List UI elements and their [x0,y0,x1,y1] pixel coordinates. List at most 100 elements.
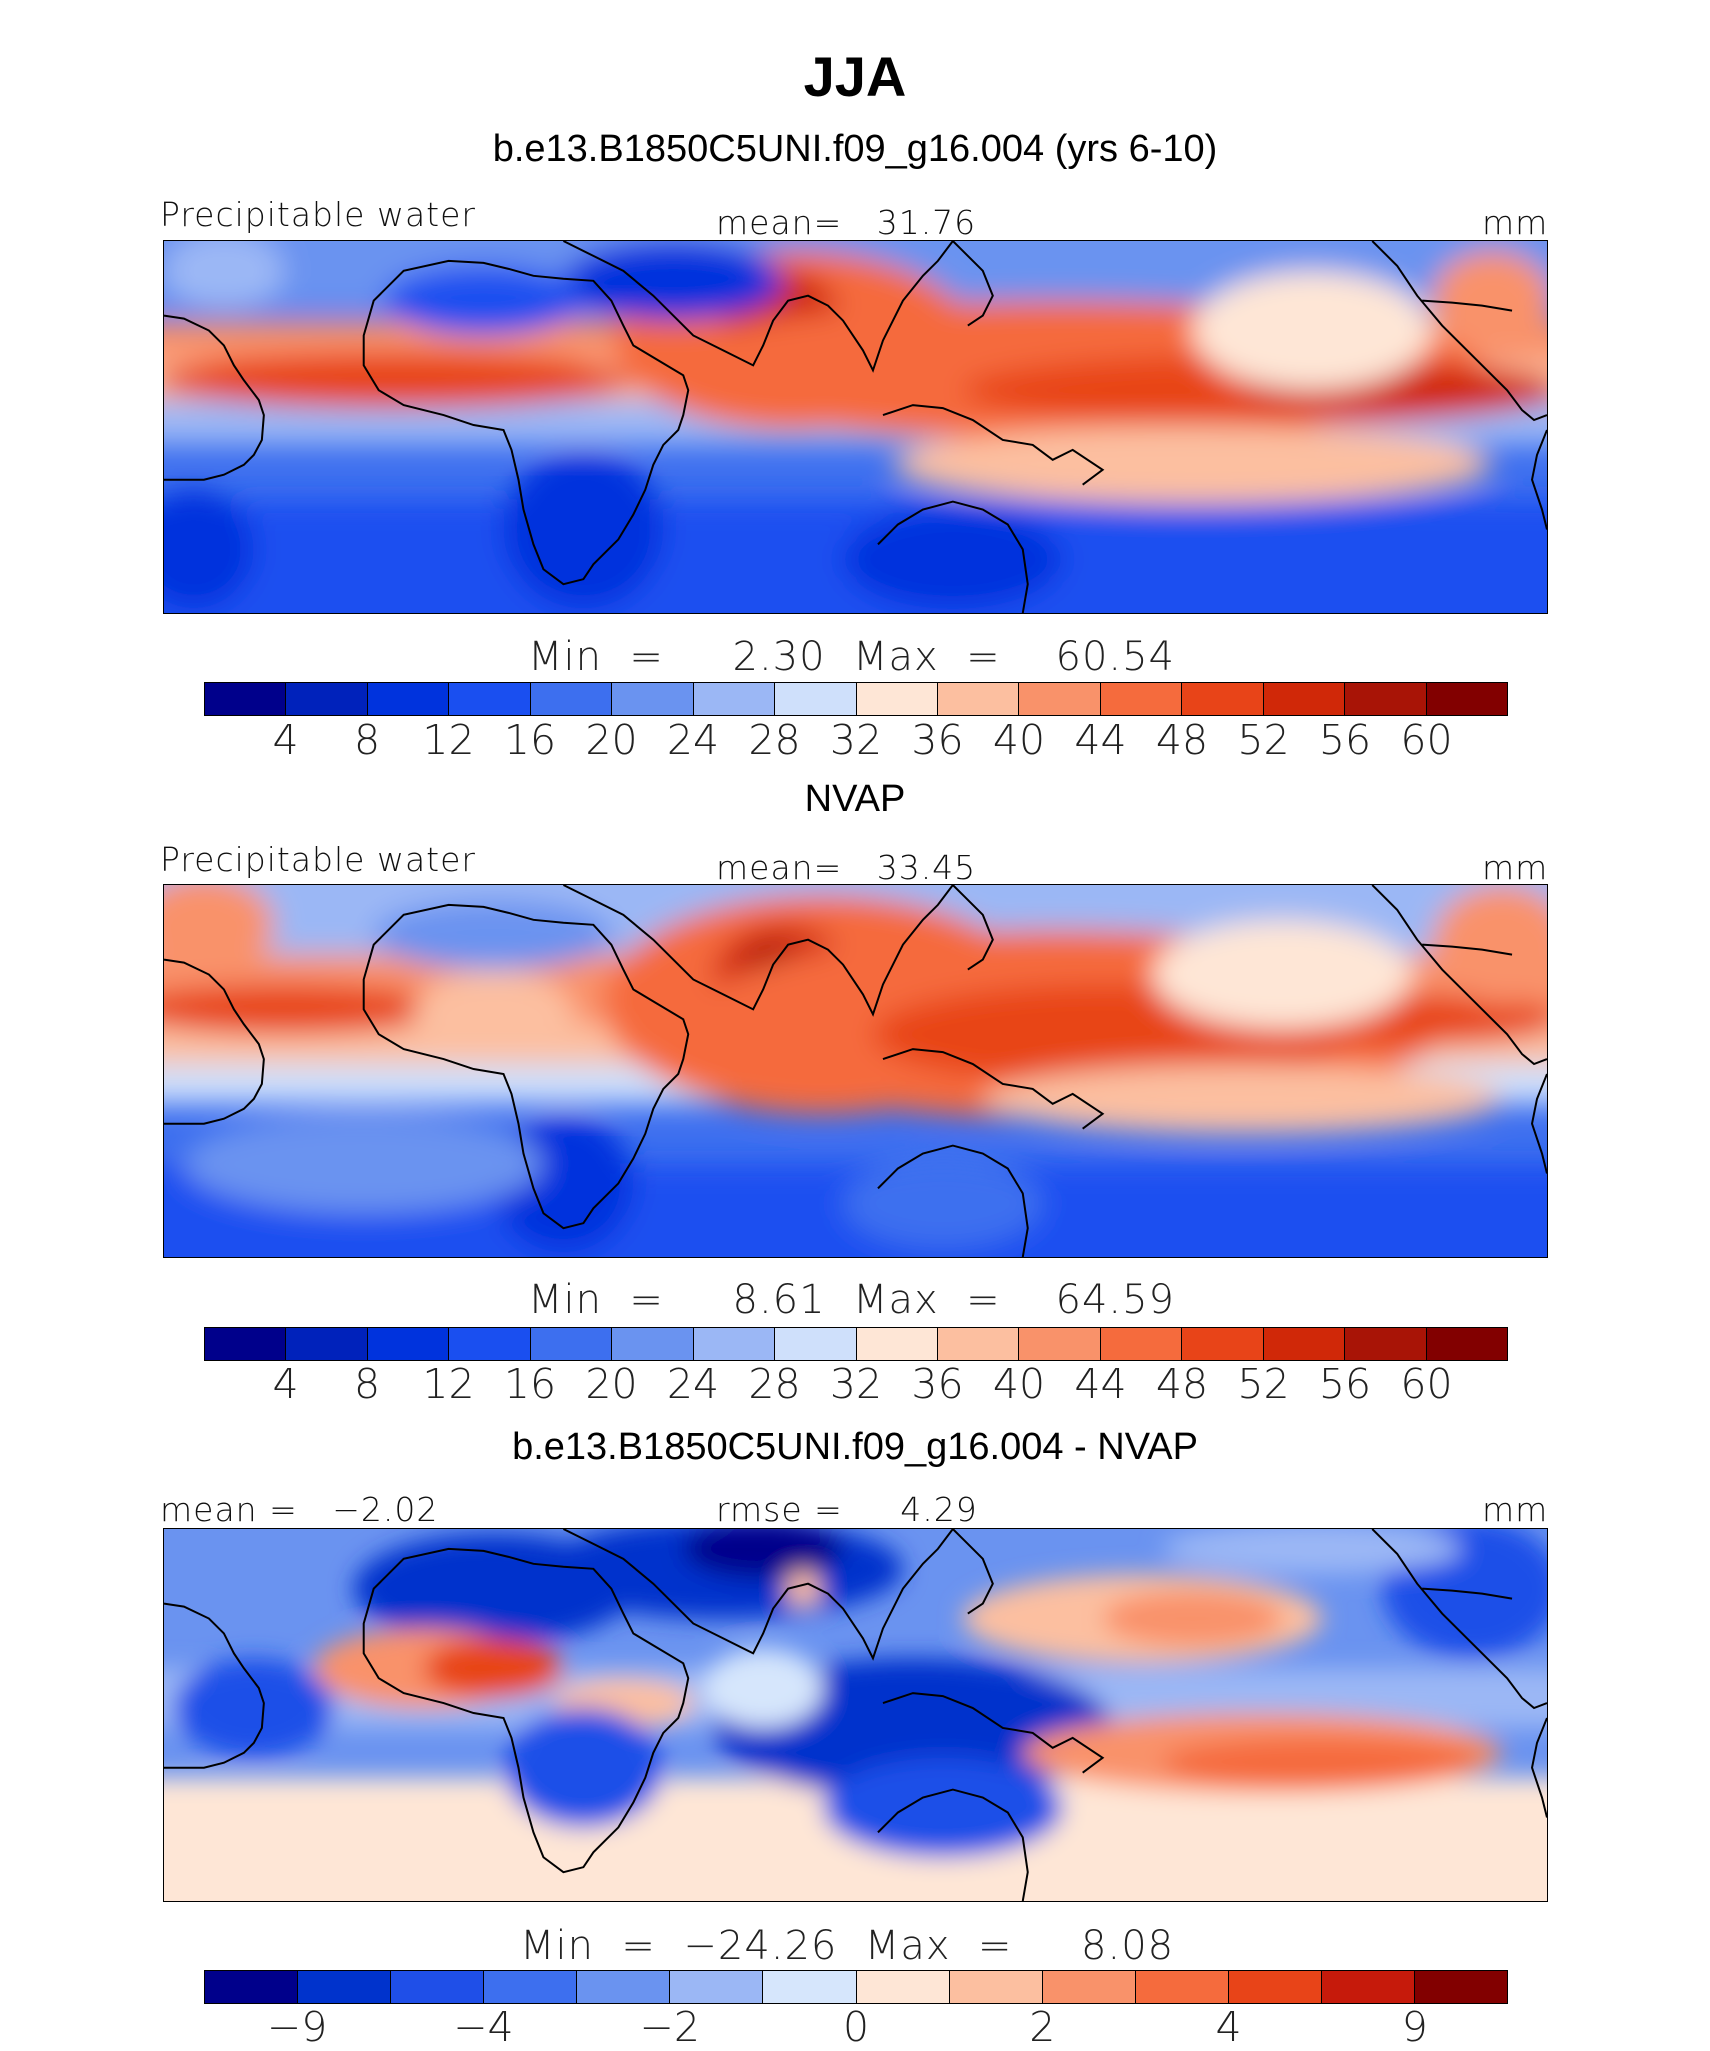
panel-1-map-field [164,241,1547,613]
colorbar-tick-label: 4 [1215,2003,1242,2051]
colorbar-tick-label: 52 [1237,716,1290,764]
colorbar-swatch [1135,1971,1229,2003]
colorbar-swatch [1263,683,1346,715]
panel-3-mean-label: mean = −2.02 [160,1490,439,1529]
colorbar-swatch [612,683,694,715]
colorbar-swatch [1321,1971,1416,2003]
colorbar-tick-label: 44 [1074,1360,1127,1408]
colorbar-swatch [367,1328,450,1360]
panel-3-rmse-label: rmse = 4.29 [716,1490,978,1529]
panel-3-colorbar [204,1970,1508,2004]
colorbar-swatch [1019,683,1101,715]
colorbar-swatch [530,1328,613,1360]
colorbar-tick-label: 40 [992,716,1046,764]
panel-2-map-field [164,885,1547,1257]
colorbar-swatch [775,1328,857,1360]
panel-1-colorbar-ticks: 4 8 12 16 20 24 28 32 36 40 44 48 52 56 60 [0,716,1710,772]
colorbar-swatch [670,1971,764,2003]
colorbar-tick-label: 9 [1401,2003,1428,2051]
colorbar-tick-label: 40 [992,1360,1046,1408]
panel-2-minmax: Min = 8.61 Max = 64.59 [528,1277,1175,1323]
colorbar-tick-label: 52 [1237,1360,1290,1408]
colorbar-swatch [856,683,938,715]
colorbar-swatch [530,683,613,715]
colorbar-swatch [949,1971,1043,2003]
colorbar-swatch [1426,1328,1507,1360]
colorbar-tick-label: 4 [272,1360,299,1408]
colorbar-swatch [286,1328,368,1360]
panel-2-units-label: mm [1482,848,1549,887]
panel-1-variable-label: Precipitable water [160,195,476,234]
panel-2-colorbar-ticks: 4 8 12 16 20 24 28 32 36 40 44 48 52 56 60 [0,1360,1710,1416]
colorbar-tick-label: 4 [272,716,299,764]
colorbar-swatch [693,683,776,715]
colorbar-tick-label: −9 [266,2003,328,2051]
colorbar-swatch [1415,1971,1508,2003]
panel-2-map [163,884,1548,1258]
colorbar-swatch [1426,683,1507,715]
colorbar-swatch [367,683,450,715]
colorbar-swatch [1182,683,1264,715]
panel-1-units-label: mm [1482,203,1549,242]
colorbar-tick-label: 48 [1155,716,1209,764]
panel-3-title: b.e13.B1850C5UNI.f09_g16.004 - NVAP [512,1426,1198,1468]
colorbar-tick-label: 0 [842,2003,870,2051]
colorbar-tick-label: 60 [1400,716,1453,764]
figure-title: JJA [803,45,907,108]
colorbar-swatch [1019,1328,1101,1360]
colorbar-tick-label: 28 [748,1360,801,1408]
colorbar-tick-label: 56 [1318,1360,1372,1408]
colorbar-swatch [449,683,531,715]
colorbar-tick-label: 24 [666,1360,720,1408]
colorbar-swatch [391,1971,485,2003]
panel-3-minmax: Min = −24.26 Max = 8.08 [520,1923,1175,1969]
panel-2-variable-label: Precipitable water [160,840,476,879]
colorbar-tick-label: 8 [353,716,381,764]
colorbar-tick-label: −4 [453,2003,514,2051]
colorbar-swatch [449,1328,531,1360]
colorbar-tick-label: −2 [639,2003,700,2051]
colorbar-swatch [1042,1971,1136,2003]
panel-3-map-field [164,1529,1547,1901]
colorbar-swatch [1228,1971,1322,2003]
colorbar-swatch [1263,1328,1346,1360]
colorbar-tick-label: 20 [585,1360,638,1408]
panel-1-title: b.e13.B1850C5UNI.f09_g16.004 (yrs 6-10) [492,128,1218,170]
colorbar-swatch [937,683,1020,715]
colorbar-swatch [484,1971,578,2003]
colorbar-tick-label: 60 [1400,1360,1453,1408]
colorbar-tick-label: 56 [1318,716,1372,764]
colorbar-swatch [205,683,287,715]
colorbar-tick-label: 16 [503,716,557,764]
colorbar-tick-label: 24 [666,716,720,764]
colorbar-tick-label: 32 [829,716,883,764]
panel-2-mean-label: mean= 33.45 [716,848,977,887]
colorbar-swatch [1182,1328,1264,1360]
colorbar-swatch [205,1328,287,1360]
colorbar-swatch [856,1971,950,2003]
colorbar-tick-label: 36 [911,716,964,764]
colorbar-swatch [1345,683,1427,715]
colorbar-swatch [286,683,368,715]
panel-1-colorbar [204,682,1508,716]
colorbar-swatch [856,1328,938,1360]
colorbar-swatch [693,1328,776,1360]
colorbar-tick-label: 12 [422,716,475,764]
colorbar-swatch [775,683,857,715]
colorbar-tick-label: 12 [422,1360,475,1408]
panel-1-minmax: Min = 2.30 Max = 60.54 [528,634,1175,680]
panel-1-mean-label: mean= 31.76 [716,203,977,242]
panel-1-map [163,240,1548,614]
colorbar-tick-label: 28 [748,716,801,764]
colorbar-tick-label: 32 [829,1360,883,1408]
colorbar-swatch [1100,683,1183,715]
colorbar-swatch [577,1971,671,2003]
colorbar-tick-label: 36 [911,1360,964,1408]
panel-3-colorbar-ticks: −9 −4 −2 0 2 4 9 [0,2003,1710,2051]
panel-3-units-label: mm [1482,1490,1549,1529]
colorbar-tick-label: 2 [1029,2003,1056,2051]
colorbar-swatch [612,1328,694,1360]
colorbar-tick-label: 16 [503,1360,557,1408]
colorbar-swatch [205,1971,299,2003]
panel-3-map [163,1528,1548,1902]
